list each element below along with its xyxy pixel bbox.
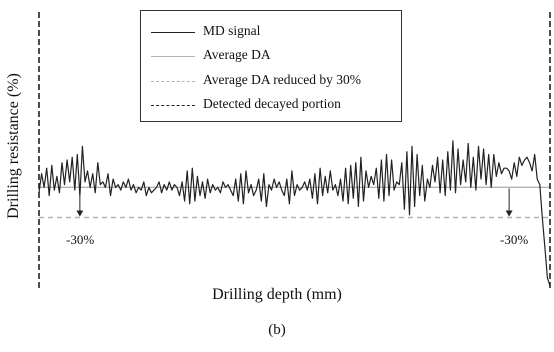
legend-swatch-dashed-gray: [151, 81, 195, 82]
legend-label: MD signal: [203, 23, 261, 38]
legend-swatch-solid-dark: [151, 32, 195, 33]
legend-swatch-dashed-dark: [151, 105, 195, 106]
legend-item-md-signal: MD signal: [141, 22, 401, 44]
y-axis-label: Drilling resistance (%): [5, 73, 22, 219]
annotation-right: -30%: [500, 232, 529, 247]
legend-label: Detected decayed portion: [203, 96, 341, 111]
x-axis-label: Drilling depth (mm): [212, 286, 342, 303]
reduction-arrow-head-2: [505, 210, 513, 217]
legend-item-decayed: Detected decayed portion: [141, 95, 401, 117]
md-signal-series-1: [38, 140, 551, 287]
legend-item-reduced-da: Average DA reduced by 30%: [141, 71, 401, 93]
legend-swatch-solid-gray: [151, 56, 195, 57]
legend: MD signal Average DA Average DA reduced …: [140, 10, 402, 122]
annotation-left: -30%: [66, 232, 95, 247]
legend-item-average-da: Average DA: [141, 46, 401, 68]
legend-label: Average DA reduced by 30%: [203, 72, 361, 87]
figure-caption: (b): [268, 322, 286, 338]
reduction-arrow-head-1: [76, 210, 84, 217]
legend-label: Average DA: [203, 47, 271, 62]
